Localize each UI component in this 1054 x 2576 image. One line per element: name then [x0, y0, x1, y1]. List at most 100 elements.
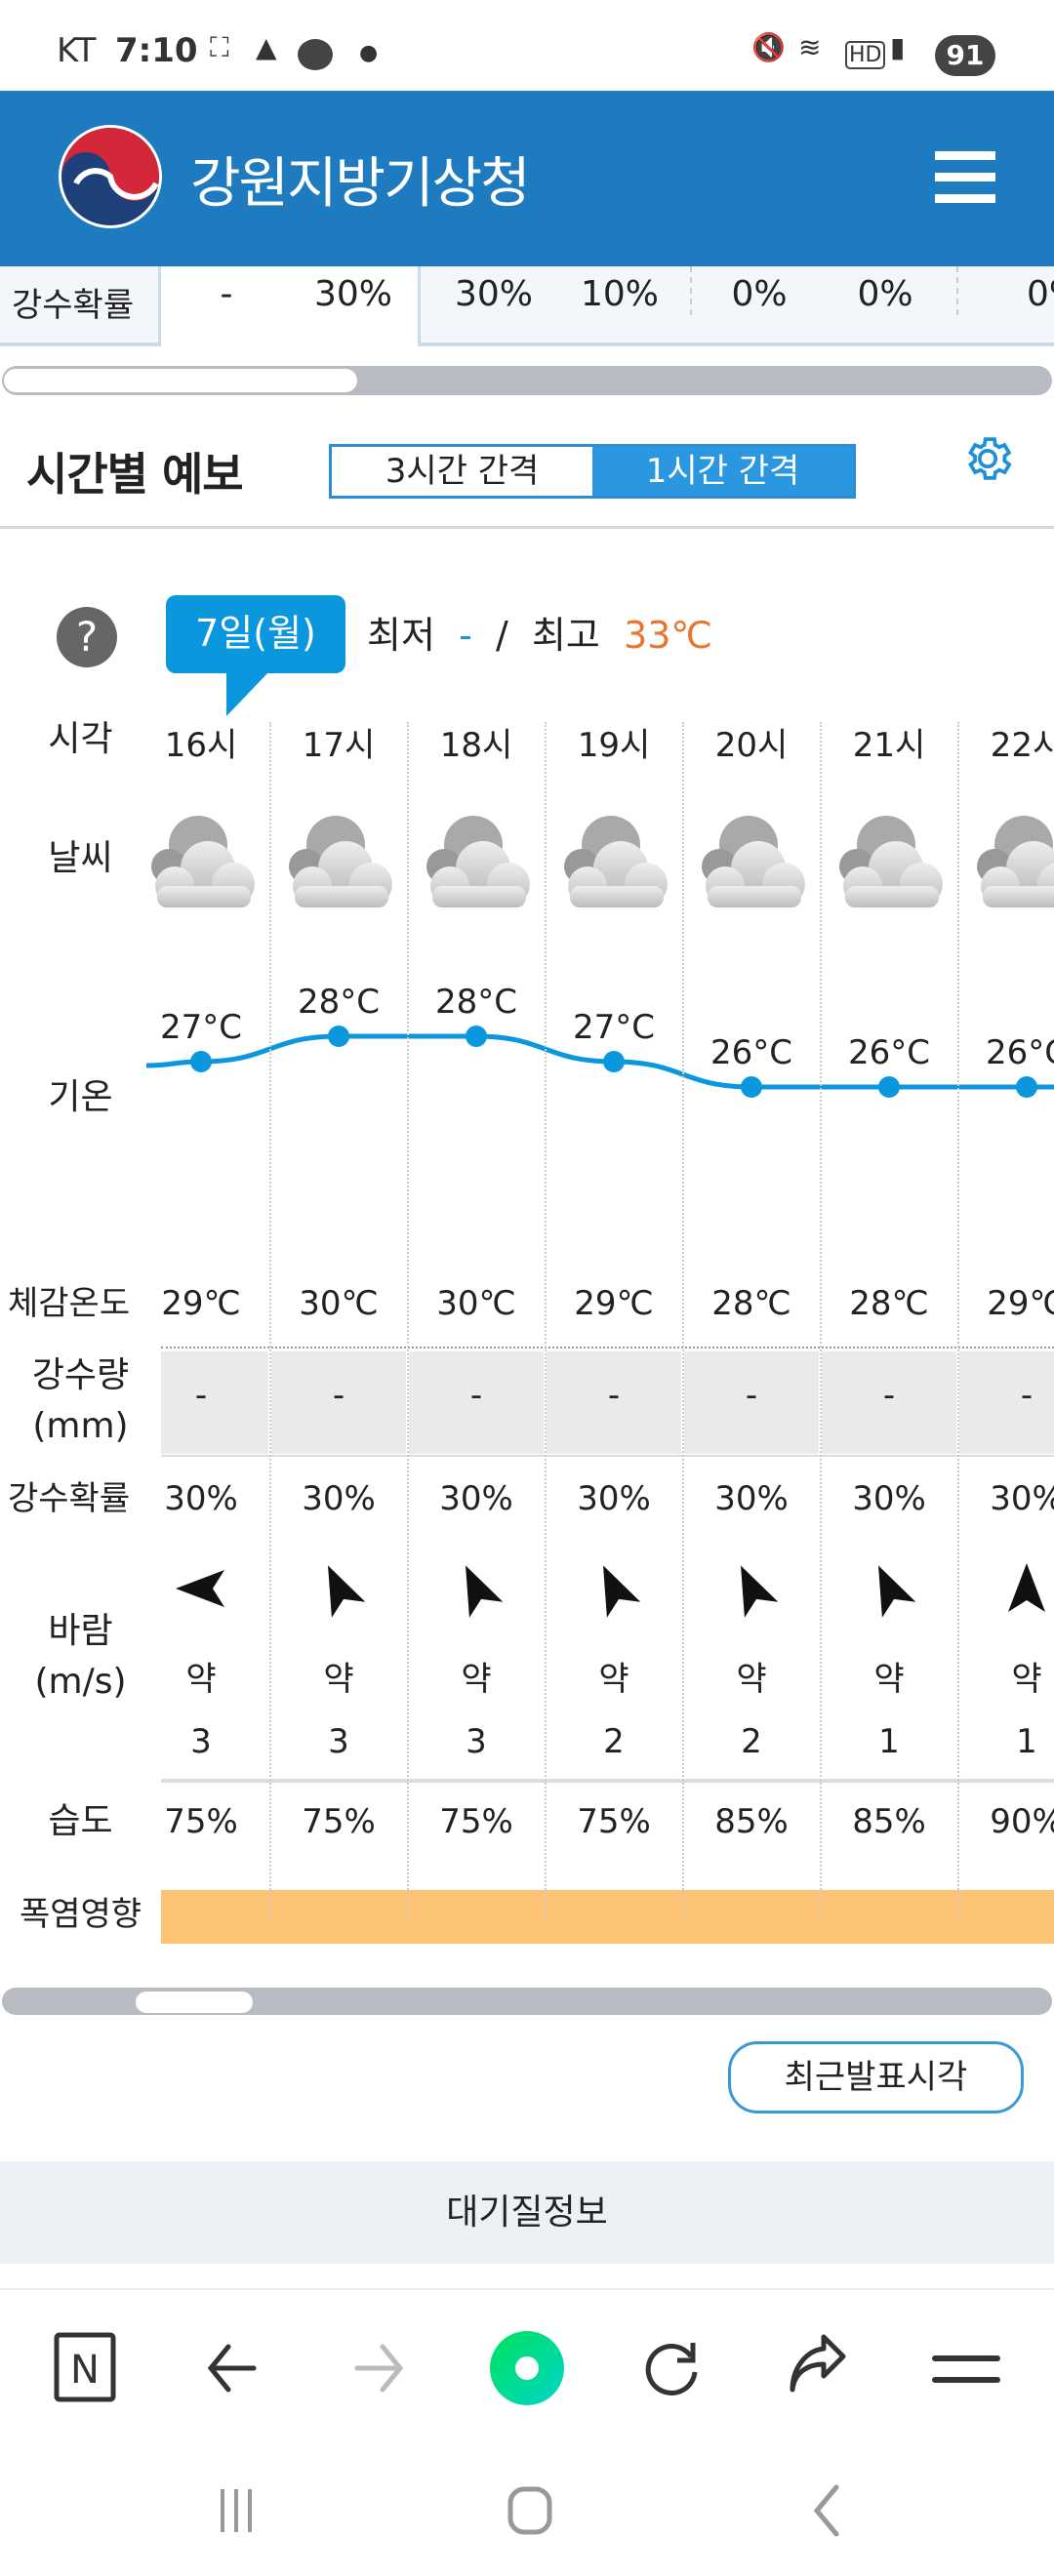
wind-direction-arrow-icon: [589, 1561, 641, 1618]
site-title[interactable]: 강원지방기상청: [190, 152, 531, 216]
temperature-point: [190, 1051, 212, 1072]
wind-direction-arrow-icon: [176, 1561, 225, 1616]
rain-cell: -: [607, 1376, 621, 1415]
temperature-point: [741, 1076, 762, 1098]
help-button[interactable]: ?: [57, 607, 117, 667]
tab-1-hour[interactable]: 1시간 간격: [592, 447, 853, 496]
divider: [161, 1779, 1054, 1783]
tab-3-hour[interactable]: 3시간 간격: [385, 452, 540, 491]
horizontal-scrollbar[interactable]: [2, 366, 1052, 395]
cloudy-icon: [835, 808, 943, 915]
rain-prob-cell: 30%: [439, 1479, 513, 1518]
wind-speed-cell: 3: [328, 1722, 349, 1761]
feels-cell: 28℃: [849, 1284, 929, 1323]
screenshot-icon: ⛶: [210, 31, 229, 63]
share-icon[interactable]: [779, 2329, 857, 2407]
rain-cell-bg: [959, 1351, 1054, 1454]
rain-cell: -: [332, 1376, 345, 1415]
gear-icon[interactable]: [960, 431, 1015, 486]
feels-cell: 30℃: [436, 1284, 516, 1323]
temperature-point: [328, 1026, 349, 1047]
naver-n-icon[interactable]: N: [47, 2329, 125, 2407]
home-green-icon[interactable]: [488, 2329, 566, 2407]
temperature-label: 26°C: [710, 1033, 792, 1072]
top-table-bg: [418, 266, 1054, 346]
top-value: 30%: [313, 274, 393, 314]
home-icon[interactable]: [501, 2481, 559, 2540]
feels-cell: 29℃: [161, 1284, 241, 1323]
humidity-cell: 90%: [990, 1802, 1054, 1841]
scrollbar-thumb[interactable]: [4, 369, 357, 392]
horizontal-scrollbar[interactable]: [2, 1988, 1052, 2015]
top-table-row: 강수확률 - 30% 30% 10% 0% 0% 0%: [0, 266, 1054, 346]
humidity-cell: 75%: [439, 1802, 513, 1841]
back-icon[interactable]: [797, 2481, 856, 2540]
rain-cell: -: [194, 1376, 208, 1415]
mute-icon: 🔇: [751, 31, 786, 63]
date-badge-tail: [226, 671, 269, 716]
wind-direction-arrow-icon: [314, 1561, 366, 1618]
label-wind: 바람: [48, 1611, 113, 1651]
min-label: 최저: [367, 614, 435, 657]
rain-prob-cell: 30%: [990, 1479, 1054, 1518]
interval-toggle[interactable]: 3시간 간격 1시간 간격: [329, 444, 856, 499]
date-badge: 7일(월): [166, 595, 345, 673]
feels-cell: 30℃: [299, 1284, 379, 1323]
cloudy-icon: [285, 808, 392, 915]
government-logo[interactable]: [59, 125, 162, 228]
feels-cell: 28℃: [711, 1284, 791, 1323]
hamburger-icon[interactable]: [935, 151, 995, 206]
back-arrow-icon[interactable]: [195, 2329, 273, 2407]
recent-apps-icon[interactable]: [207, 2481, 265, 2540]
top-value: 10%: [580, 274, 660, 314]
label-wind-unit: (m/s): [34, 1662, 127, 1702]
time-cell: 21시: [852, 726, 926, 765]
label-rain-prob: 강수확률: [8, 1479, 131, 1518]
wifi-icon: ≋: [798, 31, 822, 63]
temperature-point: [878, 1076, 900, 1098]
browser-toolbar: N: [0, 2288, 1054, 2444]
label-rain-unit: (mm): [32, 1406, 129, 1446]
cloudy-icon: [698, 808, 805, 915]
label-humidity: 습도: [48, 1801, 113, 1841]
air-quality-tab[interactable]: 대기질정보: [0, 2161, 1054, 2264]
top-value: 0%: [731, 274, 788, 314]
top-value: 30%: [454, 274, 534, 314]
heat-impact-bar: [161, 1890, 1054, 1944]
humidity-cell: 75%: [302, 1802, 376, 1841]
top-value: 0%: [857, 274, 913, 314]
column-divider: [269, 722, 271, 1917]
forward-arrow-icon[interactable]: [342, 2329, 420, 2407]
wind-speed-cell: 1: [878, 1722, 900, 1761]
scrollbar-thumb[interactable]: [136, 1992, 253, 2013]
humidity-cell: 85%: [714, 1802, 789, 1841]
rain-cell: -: [882, 1376, 896, 1415]
row-header: 강수확률: [0, 266, 161, 346]
rain-prob-cell: 30%: [164, 1479, 238, 1518]
recent-release-button[interactable]: 최근발표시각: [728, 2041, 1024, 2113]
separator: /: [495, 614, 508, 657]
wind-strength-cell: 약: [736, 1660, 767, 1699]
carrier: KT: [57, 31, 97, 70]
humidity-cell: 75%: [164, 1802, 238, 1841]
min-value: -: [459, 614, 472, 657]
rain-prob-cell: 30%: [302, 1479, 376, 1518]
rain-cell-bg: [161, 1351, 268, 1454]
wind-speed-cell: 2: [741, 1722, 762, 1761]
time-cell: 17시: [302, 726, 376, 765]
wind-speed-cell: 3: [466, 1722, 487, 1761]
rain-cell-bg: [822, 1351, 956, 1454]
rain-amount-band: [161, 1347, 1054, 1456]
rain-prob-cell: 30%: [714, 1479, 789, 1518]
clock: 7:10: [115, 31, 198, 70]
wind-strength-cell: 약: [873, 1660, 905, 1699]
divider: [956, 266, 958, 315]
wind-direction-arrow-icon: [452, 1561, 504, 1618]
wind-strength-cell: 약: [185, 1660, 217, 1699]
top-value: -: [220, 274, 233, 314]
menu-icon[interactable]: [927, 2329, 1005, 2407]
wind-speed-cell: 1: [1016, 1722, 1037, 1761]
refresh-icon[interactable]: [632, 2329, 710, 2407]
wind-strength-cell: 약: [461, 1660, 492, 1699]
temperature-point: [603, 1051, 625, 1072]
